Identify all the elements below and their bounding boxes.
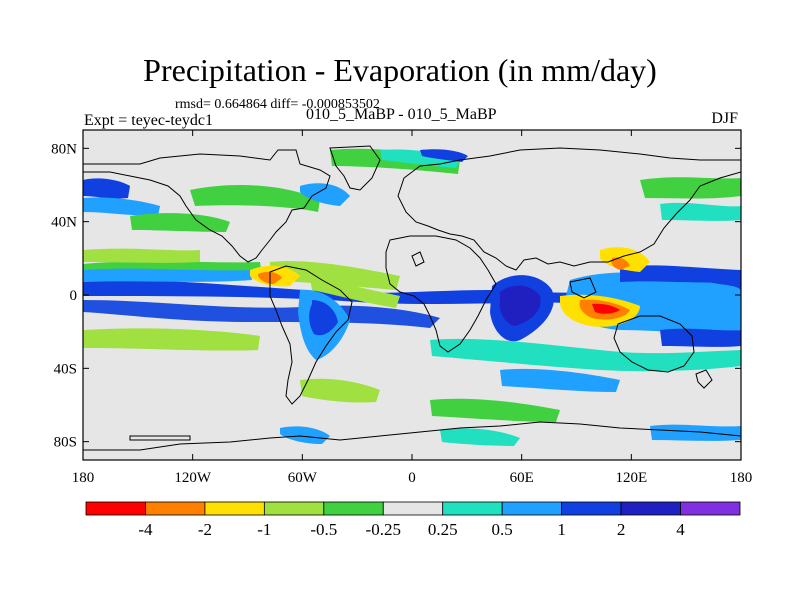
- colorbar-label: 4: [676, 520, 685, 539]
- experiment-label: Expt = teyec-teydc1: [84, 112, 213, 129]
- colorbar-label: 0.25: [428, 520, 458, 539]
- field-blob: [611, 257, 630, 270]
- y-tick-label: 80N: [51, 141, 77, 157]
- coastline-island: [129, 435, 191, 441]
- stats-label: rmsd= 0.664864 diff= -0.000853502: [175, 97, 380, 112]
- colorbar-swatch: [620, 501, 681, 516]
- precip-field: [83, 148, 741, 446]
- field-blob: [640, 177, 741, 199]
- field-blob: [83, 328, 260, 351]
- x-tick-label: 0: [408, 470, 416, 486]
- coastline-australia: [613, 315, 695, 373]
- x-tick-label: 180: [730, 470, 753, 486]
- field-blob: [660, 328, 741, 347]
- colorbar-swatch: [263, 501, 325, 516]
- field-blob: [280, 426, 330, 444]
- x-tick-label: 60W: [288, 470, 318, 486]
- field-blob: [270, 261, 400, 290]
- coastline-greenland: [329, 145, 381, 191]
- colorbar-label: -0.5: [310, 520, 337, 539]
- field-blob: [420, 149, 468, 162]
- coastline-north-america: [83, 149, 331, 263]
- continent-outlines: [83, 145, 741, 451]
- field-blob: [130, 213, 230, 232]
- colorbar-swatch: [561, 501, 622, 516]
- coastline-eurasia: [397, 147, 741, 271]
- colorbar-swatch: [85, 501, 146, 516]
- colorbar-swatch: [204, 501, 265, 516]
- field-blob: [650, 424, 741, 441]
- field-blob: [430, 398, 560, 422]
- colorbar-swatch: [501, 501, 563, 516]
- season-label: DJF: [711, 110, 738, 127]
- field-blob: [300, 183, 350, 206]
- field-blob: [600, 247, 650, 272]
- plot-title: Precipitation - Evaporation (in mm/day): [143, 52, 657, 88]
- coastline-island: [569, 277, 597, 299]
- field-blob: [500, 368, 620, 392]
- x-tick-label: 180: [72, 470, 95, 486]
- coastline-island: [411, 251, 425, 267]
- colorbar-label: -4: [138, 520, 153, 539]
- field-blob: [83, 248, 200, 263]
- field-blob: [83, 197, 160, 216]
- y-tick-label: 40S: [54, 361, 77, 377]
- x-tick-label: 60E: [510, 470, 534, 486]
- field-blob: [300, 378, 380, 403]
- y-tick-label: 0: [70, 288, 78, 304]
- field-blob: [430, 338, 741, 372]
- colorbar-label: 2: [617, 520, 626, 539]
- coastline-africa: [385, 235, 497, 353]
- colorbar-swatch: [145, 501, 206, 516]
- field-blob: [190, 185, 320, 212]
- colorbar: -4 -2 -1 -0.5 -0.25 0.25 0.5 1 2 4: [85, 501, 741, 539]
- y-tick-label: 80S: [54, 435, 77, 451]
- y-axis: 80N 40N 0 40S 80S: [51, 141, 741, 451]
- field-blob: [440, 428, 520, 446]
- field-blob: [620, 265, 741, 283]
- coastline-antarctica: [83, 421, 741, 451]
- colorbar-swatch: [323, 501, 384, 516]
- field-blob: [309, 300, 338, 336]
- field-blob: [499, 285, 541, 326]
- coastline-island: [695, 369, 713, 389]
- field-blob: [83, 268, 252, 282]
- colorbar-label: 1: [557, 520, 566, 539]
- x-tick-label: 120E: [615, 470, 647, 486]
- colorbar-label: -0.25: [366, 520, 401, 539]
- field-blob: [660, 202, 741, 221]
- x-tick-label: 120W: [174, 470, 212, 486]
- colorbar-label: -2: [198, 520, 212, 539]
- x-axis: 180 120W 60W 0 60E 120E 180: [72, 130, 753, 486]
- y-tick-label: 40N: [51, 215, 77, 231]
- coastline-south-america: [269, 265, 353, 405]
- field-blob: [83, 178, 130, 199]
- colorbar-swatch: [680, 501, 741, 516]
- field-blob: [592, 303, 620, 314]
- colorbar-label: -1: [257, 520, 271, 539]
- colorbar-swatch: [382, 501, 444, 516]
- period-label: 010_5_MaBP - 010_5_MaBP: [306, 106, 497, 123]
- colorbar-swatch: [442, 501, 503, 516]
- colorbar-label: 0.5: [492, 520, 513, 539]
